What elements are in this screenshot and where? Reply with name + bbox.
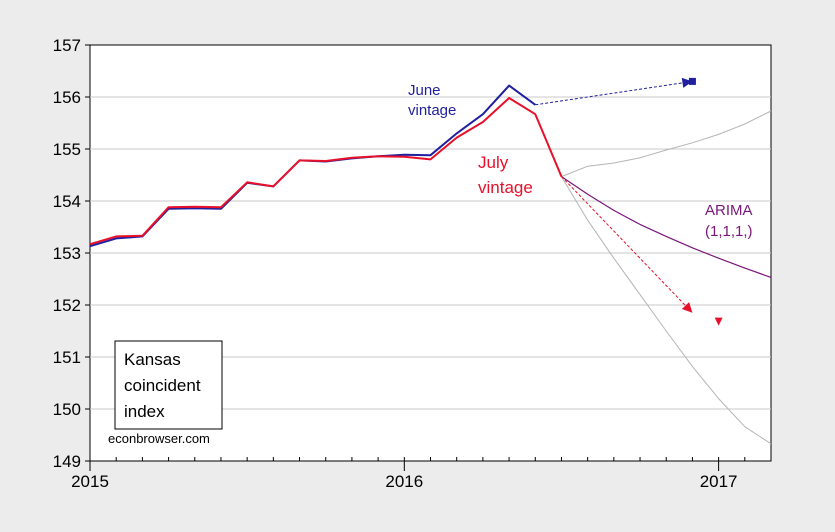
y-tick-label: 151: [53, 348, 81, 367]
series-line: [561, 176, 772, 445]
series-line: [89, 97, 563, 246]
series-lines: [89, 84, 772, 445]
y-tick-label: 155: [53, 140, 81, 159]
box-label-line3: index: [124, 402, 165, 421]
y-tick-label: 150: [53, 400, 81, 419]
projection-marker-triangle: [714, 317, 723, 326]
annotation-box: [114, 340, 223, 430]
x-tick-label: 2016: [385, 472, 423, 491]
box-label-line1: Kansas: [124, 350, 181, 369]
y-tick-label: 154: [53, 192, 81, 211]
arima-label-line2: (1,1,1,): [705, 223, 753, 240]
projection-arrows: [535, 77, 723, 326]
june-label-line1: June: [408, 82, 441, 99]
projection-marker-square: [688, 77, 696, 85]
june-label-line2: vintage: [408, 102, 456, 119]
series-line: [561, 176, 772, 278]
y-tick-label: 157: [53, 36, 81, 55]
projection-arrow-line: [561, 176, 693, 314]
series-line: [561, 110, 772, 178]
projection-arrow-head: [681, 77, 693, 88]
projection-arrow-head: [681, 302, 693, 313]
arima-label-line1: ARIMA: [705, 202, 753, 219]
projection-arrow-line: [535, 80, 693, 106]
credit-label: econbrowser.com: [108, 431, 210, 446]
y-tick-label: 156: [53, 88, 81, 107]
y-tick-label: 149: [53, 452, 81, 471]
x-tick-label: 2017: [700, 472, 738, 491]
box-label-line2: coincident: [124, 376, 201, 395]
july-label-line2: vintage: [478, 178, 533, 197]
axis-ticks: 149 150 151 152 153 154 155 156 157 2015 2016 2017: [53, 36, 772, 491]
x-tick-label: 2015: [71, 472, 109, 491]
july-label-line1: July: [478, 153, 509, 172]
y-tick-label: 153: [53, 244, 81, 263]
y-tick-label: 152: [53, 296, 81, 315]
